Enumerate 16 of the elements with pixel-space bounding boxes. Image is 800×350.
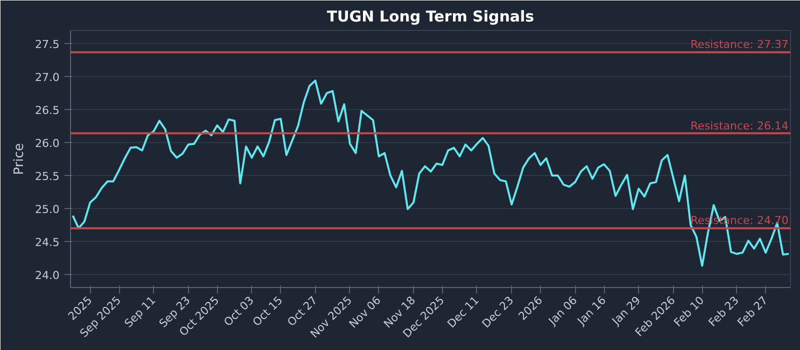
y-tick-label: 25.0 (35, 202, 60, 216)
y-axis-title: Price (12, 143, 28, 175)
y-tick-label: 24.0 (35, 268, 60, 282)
ref-line-label: Resistance: 27.37 (690, 38, 788, 52)
y-tick-label: 24.5 (35, 236, 60, 249)
y-tick-label: 26.5 (35, 104, 60, 118)
y-tick-label: 27.0 (35, 71, 60, 84)
x-tick-label: Sep 11 (122, 294, 158, 330)
y-tick-label: 25.5 (35, 170, 60, 183)
y-tick-label: 27.5 (35, 38, 60, 52)
y-tick-label: 26.0 (35, 137, 60, 150)
line-series (72, 80, 790, 267)
x-tick-label: Dec 23 (480, 294, 516, 331)
chart-title: TUGN Long Term Signals (326, 8, 534, 26)
x-tick-label: Dec 11 (444, 294, 482, 331)
ref-line-label: Resistance: 26.14 (690, 119, 788, 132)
